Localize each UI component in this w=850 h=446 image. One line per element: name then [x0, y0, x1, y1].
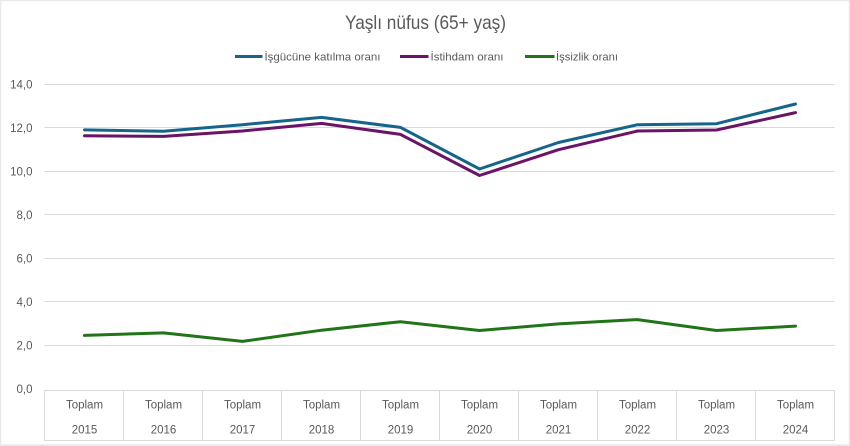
svg-text:14,0: 14,0: [10, 80, 32, 92]
svg-text:2018: 2018: [309, 425, 335, 437]
svg-text:Toplam: Toplam: [461, 400, 498, 412]
svg-text:Toplam: Toplam: [777, 400, 814, 412]
svg-text:Toplam: Toplam: [224, 400, 261, 412]
svg-text:Toplam: Toplam: [540, 400, 577, 412]
svg-text:İşgücüne katılma oranı: İşgücüne katılma oranı: [265, 50, 381, 63]
svg-text:Toplam: Toplam: [382, 400, 419, 412]
svg-text:Toplam: Toplam: [619, 400, 656, 412]
svg-text:Toplam: Toplam: [698, 400, 735, 412]
svg-text:6,0: 6,0: [17, 254, 33, 266]
svg-text:10,0: 10,0: [10, 167, 32, 179]
svg-text:2023: 2023: [704, 425, 730, 437]
svg-text:2017: 2017: [230, 425, 256, 437]
svg-text:2015: 2015: [72, 425, 98, 437]
svg-text:8,0: 8,0: [17, 210, 33, 222]
svg-text:2021: 2021: [546, 425, 572, 437]
svg-text:2019: 2019: [388, 425, 414, 437]
svg-text:2016: 2016: [151, 425, 177, 437]
svg-text:2,0: 2,0: [17, 341, 33, 353]
svg-text:İşsizlik oranı: İşsizlik oranı: [556, 50, 618, 63]
svg-text:0,0: 0,0: [17, 384, 33, 396]
svg-text:Yaşlı nüfus (65+ yaş): Yaşlı nüfus (65+ yaş): [345, 12, 506, 34]
svg-text:2020: 2020: [467, 425, 493, 437]
svg-text:İstihdam oranı: İstihdam oranı: [431, 50, 504, 63]
svg-text:2022: 2022: [625, 425, 651, 437]
svg-text:Toplam: Toplam: [303, 400, 340, 412]
svg-text:12,0: 12,0: [10, 123, 32, 135]
svg-text:4,0: 4,0: [17, 297, 33, 309]
svg-text:Toplam: Toplam: [66, 400, 103, 412]
svg-text:Toplam: Toplam: [145, 400, 182, 412]
svg-text:2024: 2024: [783, 425, 809, 437]
